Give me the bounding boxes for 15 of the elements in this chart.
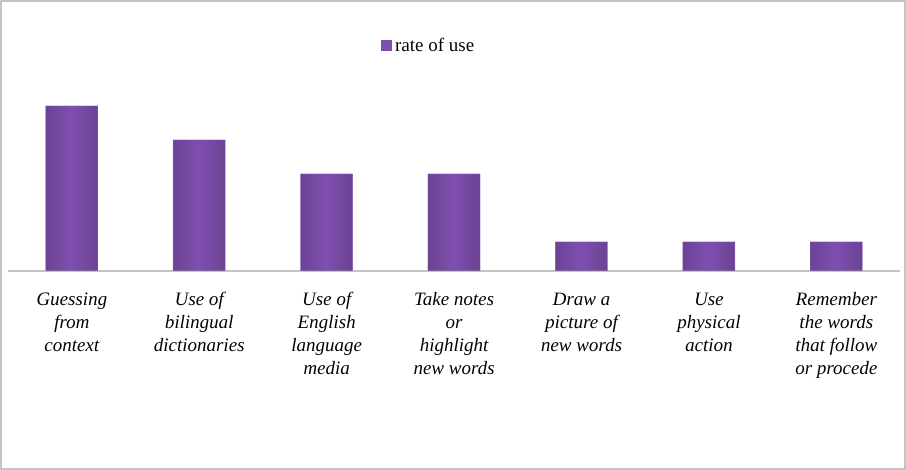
x-tick-label: Remember the words that follow or procede	[794, 289, 878, 379]
bar	[682, 242, 736, 272]
bar	[300, 174, 353, 272]
bar	[45, 106, 98, 272]
x-tick-label: Guessing from context	[36, 289, 108, 356]
x-tick-label: Use physical action	[675, 289, 741, 356]
x-tick-label: Use of English language media	[291, 289, 362, 379]
bar	[428, 174, 480, 272]
x-tick-label: Draw a picture of new words	[540, 289, 622, 356]
bar	[810, 242, 863, 272]
x-tick-label: Use of bilingual dictionaries	[154, 289, 245, 356]
x-tick-label: Take notes or highlight new words	[413, 289, 495, 379]
legend-label: rate of use	[395, 35, 474, 56]
bar	[172, 140, 226, 272]
bar	[555, 242, 608, 272]
